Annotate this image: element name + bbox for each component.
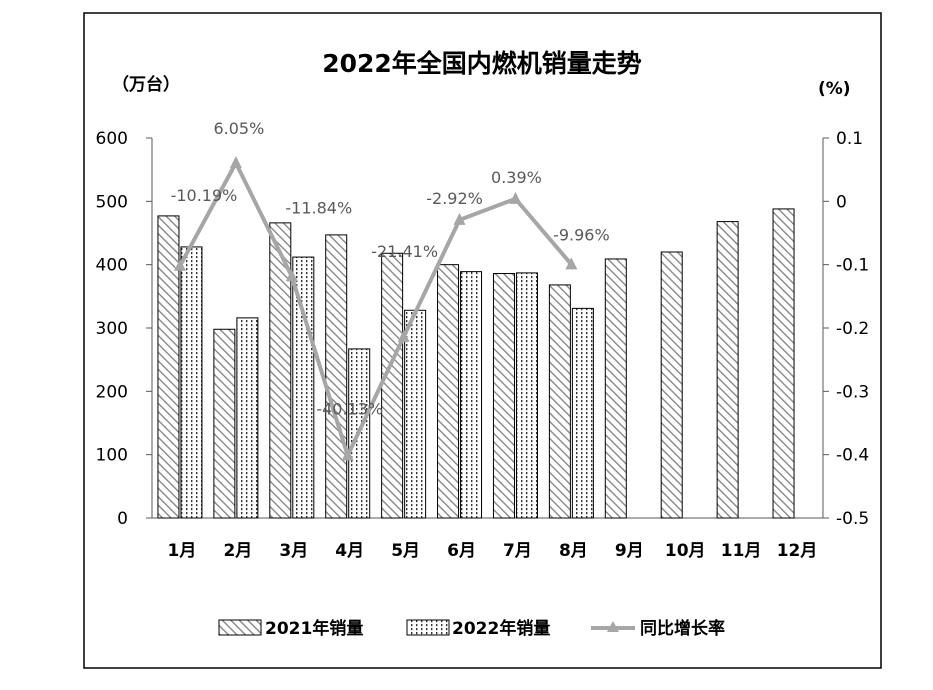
x-axis-tick-label: 11月: [721, 541, 762, 561]
right-axis-tick-label: -0.2: [836, 319, 869, 339]
bar-2021: [269, 222, 292, 519]
right-axis-unit: (%): [818, 79, 851, 99]
x-axis-tick-label: 3月: [279, 541, 308, 561]
bar-2022: [515, 272, 538, 519]
growth-rate-point: [509, 191, 522, 204]
x-axis-tick-label: 7月: [503, 541, 532, 561]
legend-label-2022: 2022年销量: [452, 618, 550, 639]
chart-frame: [83, 12, 882, 669]
bar-2021: [437, 264, 460, 519]
left-axis-tick-label: 100: [96, 446, 128, 466]
growth-rate-data-label: -21.41%: [371, 242, 438, 261]
growth-rate-data-label: -2.92%: [426, 189, 483, 208]
growth-rate-point: [173, 258, 186, 271]
legend-swatch-growth-marker: [607, 621, 619, 632]
x-axis: 1月 2月 3月 4月 5月 6月 7月 8月 9月 10月 11月 12月: [152, 517, 823, 561]
legend: 2021年销量 2022年销量 同比增长率: [218, 618, 725, 639]
bar-2021: [213, 328, 236, 519]
growth-rate-data-label: -40.13%: [316, 399, 383, 418]
x-axis-tick-label: 9月: [615, 541, 644, 561]
growth-rate-data-label: 6.05%: [213, 119, 264, 138]
bar-2022: [571, 307, 594, 519]
bar-2021: [157, 215, 180, 519]
bar-2021: [604, 258, 627, 519]
bar-2021: [660, 251, 683, 519]
right-axis-tick-label: 0.1: [836, 129, 863, 149]
left-axis-tick-label: 200: [96, 382, 128, 402]
growth-rate-point: [285, 269, 298, 282]
right-axis-tick-label: -0.1: [836, 256, 869, 276]
legend-label-2021: 2021年销量: [265, 618, 363, 639]
right-y-axis: -0.5 -0.4 -0.3 -0.2 -0.1 0 0.1: [822, 129, 869, 529]
left-axis-tick-label: 500: [96, 192, 128, 212]
legend-swatch-2022: [406, 619, 450, 636]
left-axis-tick-label: 0: [117, 509, 128, 529]
x-axis-tick-label: 6月: [447, 541, 476, 561]
bar-2022: [180, 246, 203, 519]
x-axis-tick-label: 1月: [168, 541, 197, 561]
chart-title: 2022年全国内燃机销量走势: [322, 49, 642, 78]
bar-2021: [548, 284, 571, 519]
x-axis-tick-label: 2月: [223, 541, 252, 561]
bar-2021: [772, 208, 795, 519]
left-axis-tick-label: 300: [96, 319, 128, 339]
legend-label-growth: 同比增长率: [640, 618, 725, 639]
growth-rate-data-label: -10.19%: [171, 186, 238, 205]
bar-2021: [381, 252, 404, 519]
bar-2021: [325, 234, 348, 519]
right-axis-tick-label: -0.3: [836, 382, 869, 402]
right-axis-tick-label: -0.4: [836, 446, 869, 466]
bar-2022: [236, 317, 259, 519]
growth-rate-data-label: -9.96%: [553, 225, 610, 244]
x-axis-tick-label: 8月: [559, 541, 588, 561]
bar-2022: [292, 256, 315, 519]
growth-rate-data-label: 0.39%: [491, 168, 542, 187]
bar-series-group: [157, 208, 795, 519]
x-axis-tick-label: 10月: [665, 541, 706, 561]
bar-2022: [460, 271, 483, 519]
growth-rate-point: [565, 257, 578, 270]
growth-rate-point: [453, 212, 466, 225]
left-axis-unit: （万台）: [112, 74, 180, 95]
growth-rate-line: [178, 161, 573, 458]
left-axis-tick-label: 400: [96, 256, 128, 276]
legend-swatch-2021: [218, 619, 262, 636]
x-axis-tick-label: 5月: [391, 541, 420, 561]
x-axis-tick-label: 4月: [335, 541, 364, 561]
left-y-axis: 0 100 200 300 400 500 600: [96, 129, 153, 529]
x-axis-tick-label: 12月: [777, 541, 818, 561]
right-axis-tick-label: -0.5: [836, 509, 869, 529]
growth-rate-point: [229, 156, 242, 169]
growth-rate-data-label: -11.84%: [285, 198, 352, 217]
growth-rate-point: [397, 329, 410, 342]
data-labels-group: -10.19% 6.05% -11.84% -40.13% -21.41% -2.92% 0…: [171, 119, 610, 418]
growth-rate-point: [341, 448, 354, 461]
bar-2021: [492, 273, 515, 519]
bar-2021: [716, 221, 739, 519]
right-axis-tick-label: 0: [836, 192, 847, 212]
left-axis-tick-label: 600: [96, 129, 128, 149]
line-series-group: [173, 156, 578, 461]
